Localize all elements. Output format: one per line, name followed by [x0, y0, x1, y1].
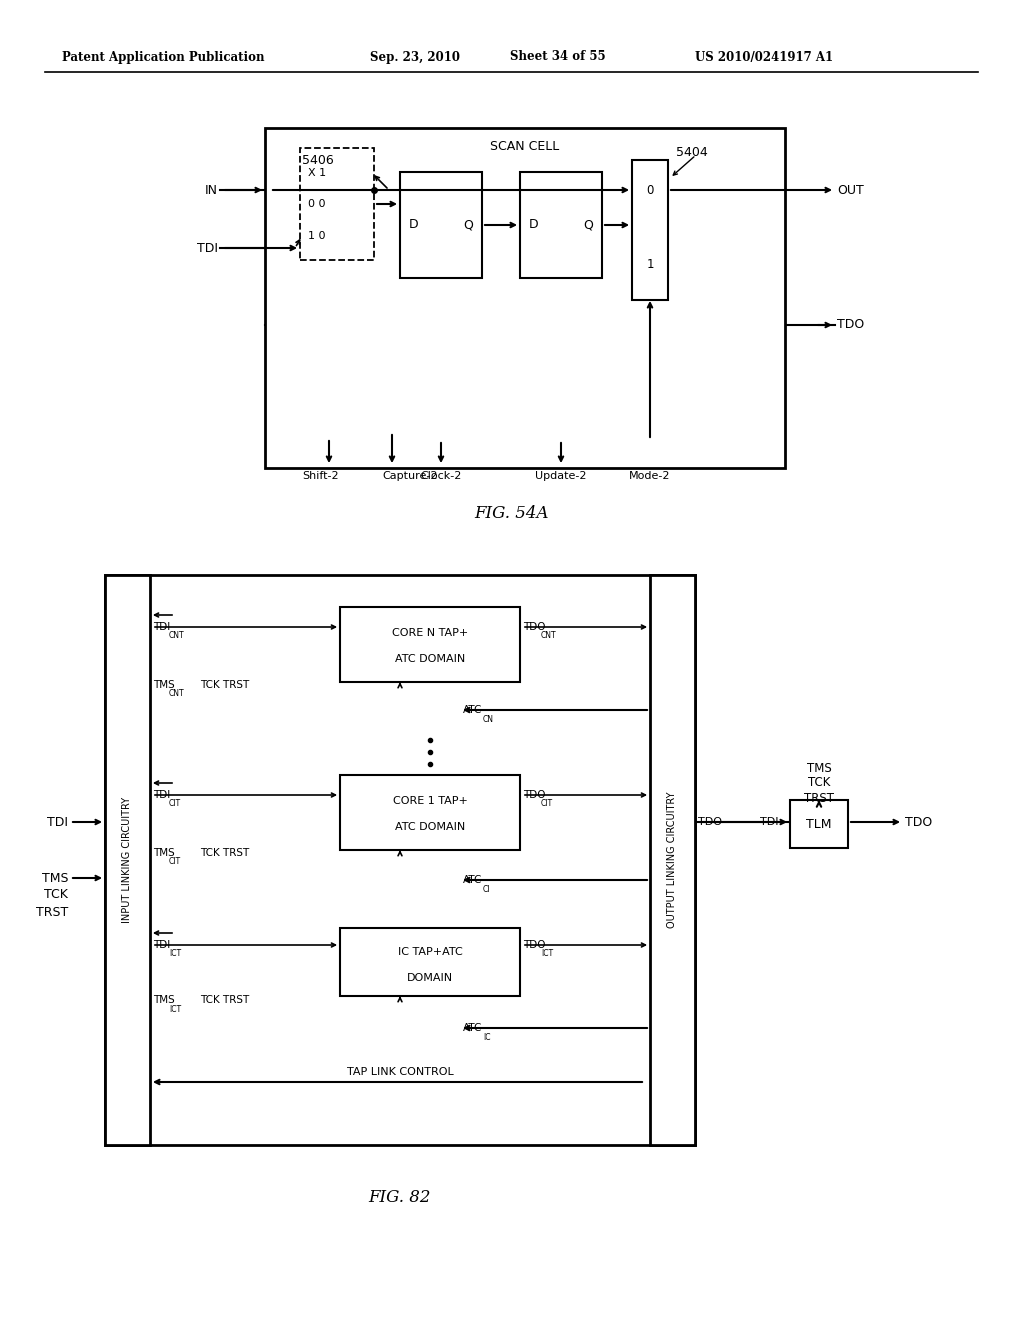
Text: ATC DOMAIN: ATC DOMAIN: [395, 653, 465, 664]
Text: Sheet 34 of 55: Sheet 34 of 55: [510, 50, 605, 63]
Text: CIT: CIT: [541, 800, 553, 808]
Text: 1 0: 1 0: [308, 231, 326, 242]
Text: TDO: TDO: [837, 318, 864, 331]
Text: ICT: ICT: [169, 1005, 181, 1014]
Text: US 2010/0241917 A1: US 2010/0241917 A1: [695, 50, 834, 63]
Text: TCK: TCK: [808, 776, 830, 789]
Text: FIG. 82: FIG. 82: [369, 1189, 431, 1206]
Text: TDI: TDI: [197, 242, 218, 255]
Text: Update-2: Update-2: [536, 471, 587, 480]
Bar: [340, 928, 520, 997]
Text: CORE 1 TAP+: CORE 1 TAP+: [392, 796, 467, 807]
Text: Mode-2: Mode-2: [630, 471, 671, 480]
Text: CNT: CNT: [169, 689, 184, 698]
Text: INPUT LINKING CIRCUITRY: INPUT LINKING CIRCUITRY: [122, 797, 132, 923]
Text: 5404: 5404: [676, 145, 708, 158]
Text: TAP LINK CONTROL: TAP LINK CONTROL: [347, 1067, 454, 1077]
Text: DOMAIN: DOMAIN: [407, 973, 453, 983]
Text: TRST: TRST: [36, 906, 68, 919]
Text: TDI: TDI: [760, 817, 778, 828]
Text: CIT: CIT: [169, 858, 181, 866]
Bar: [105, 576, 695, 1144]
Text: X 1: X 1: [308, 168, 326, 178]
Text: Shift-2: Shift-2: [303, 471, 339, 480]
Bar: [340, 607, 520, 682]
Text: TDI: TDI: [153, 622, 170, 632]
Text: CORE N TAP+: CORE N TAP+: [392, 628, 468, 638]
Text: 5406: 5406: [302, 153, 334, 166]
Text: TDO: TDO: [523, 622, 546, 632]
Text: D: D: [529, 219, 539, 231]
Text: ICT: ICT: [169, 949, 181, 958]
Text: CNT: CNT: [541, 631, 557, 640]
Text: IC: IC: [483, 1032, 490, 1041]
Text: IN: IN: [205, 183, 218, 197]
Bar: [340, 775, 520, 850]
Text: 0: 0: [646, 183, 653, 197]
Text: TDI: TDI: [47, 816, 68, 829]
Text: FIG. 54A: FIG. 54A: [475, 506, 549, 523]
Text: ICT: ICT: [541, 949, 553, 958]
Text: TMS: TMS: [153, 680, 175, 690]
Text: ATC DOMAIN: ATC DOMAIN: [395, 822, 465, 832]
Text: ATC: ATC: [463, 875, 482, 884]
Text: TMS: TMS: [807, 762, 831, 775]
Text: TDI: TDI: [153, 940, 170, 950]
Text: TCK: TCK: [44, 888, 68, 902]
Text: TMS: TMS: [153, 847, 175, 858]
Text: TDO: TDO: [905, 816, 932, 829]
Bar: [265, 128, 785, 469]
Text: TMS: TMS: [42, 871, 68, 884]
Text: OUTPUT LINKING CIRCUITRY: OUTPUT LINKING CIRCUITRY: [667, 792, 677, 928]
Bar: [650, 576, 695, 1144]
Text: ATC: ATC: [463, 1023, 482, 1034]
Text: TDO: TDO: [523, 940, 546, 950]
Bar: [790, 800, 848, 847]
Bar: [632, 160, 668, 300]
Text: IC TAP+ATC: IC TAP+ATC: [397, 946, 463, 957]
Text: Q: Q: [463, 219, 473, 231]
Text: Patent Application Publication: Patent Application Publication: [62, 50, 264, 63]
Text: Clock-2: Clock-2: [420, 471, 462, 480]
Text: 0 0: 0 0: [308, 199, 326, 209]
Text: 1: 1: [646, 259, 653, 272]
Text: TDO: TDO: [523, 789, 546, 800]
Text: CN: CN: [483, 714, 494, 723]
Text: TDI: TDI: [153, 789, 170, 800]
Text: D: D: [410, 219, 419, 231]
Text: TDO: TDO: [698, 817, 722, 828]
Text: Capture-2: Capture-2: [382, 471, 437, 480]
Text: SCAN CELL: SCAN CELL: [490, 140, 560, 153]
Bar: [520, 172, 602, 279]
Text: Sep. 23, 2010: Sep. 23, 2010: [370, 50, 460, 63]
Text: Q: Q: [583, 219, 593, 231]
Text: TRST: TRST: [804, 792, 834, 804]
Text: CIT: CIT: [169, 800, 181, 808]
Text: TMS: TMS: [153, 995, 175, 1005]
Bar: [400, 172, 482, 279]
Text: TCK TRST: TCK TRST: [200, 847, 249, 858]
Text: ATC: ATC: [463, 705, 482, 715]
Text: TCK TRST: TCK TRST: [200, 995, 249, 1005]
Text: TCK TRST: TCK TRST: [200, 680, 249, 690]
Text: TLM: TLM: [806, 817, 831, 830]
Bar: [300, 148, 374, 260]
Text: CNT: CNT: [169, 631, 184, 640]
Text: CI: CI: [483, 884, 490, 894]
Bar: [105, 576, 150, 1144]
Text: OUT: OUT: [837, 183, 864, 197]
